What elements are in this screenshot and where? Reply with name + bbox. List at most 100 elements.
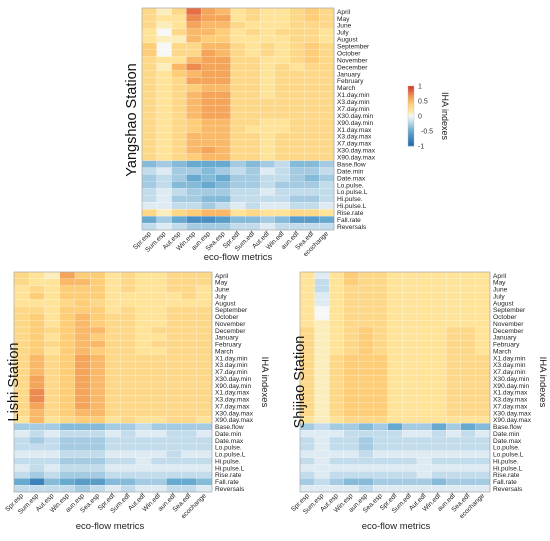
- heatmap-cell: [274, 56, 291, 64]
- heatmap-cell: [446, 299, 462, 307]
- heatmap-cell: [166, 402, 182, 410]
- heatmap-cell: [13, 450, 30, 458]
- heatmap-cell: [171, 181, 187, 189]
- heatmap-cell: [387, 478, 403, 486]
- heatmap-cell: [274, 125, 291, 134]
- heatmap-cell: [274, 146, 291, 155]
- heatmap-cell: [475, 285, 491, 293]
- heatmap-cell: [402, 485, 418, 493]
- heatmap-cell: [446, 278, 462, 287]
- heatmap-cell: [416, 285, 432, 293]
- row-label: September: [493, 307, 526, 314]
- heatmap-cell: [431, 388, 447, 397]
- heatmap-cell: [475, 381, 491, 390]
- heatmap-cell: [402, 436, 418, 445]
- heatmap-cell: [387, 347, 403, 355]
- colorbar-segment: [408, 128, 414, 130]
- colorbar-segment: [408, 117, 414, 120]
- heatmap-cell: [416, 436, 432, 445]
- row-label: Lo.pulse.: [337, 182, 364, 189]
- heatmap-cell: [387, 416, 403, 424]
- heatmap-cell: [245, 181, 261, 189]
- heatmap-cell: [245, 21, 261, 30]
- heatmap-cell: [460, 464, 476, 472]
- heatmap-cell: [215, 188, 231, 196]
- heatmap-cell: [402, 333, 418, 342]
- heatmap-cell: [135, 306, 152, 314]
- heatmap-cell: [299, 299, 315, 307]
- heatmap-cell: [230, 216, 246, 224]
- heatmap-cell: [166, 313, 182, 321]
- heatmap-cell: [460, 381, 476, 390]
- heatmap-cell: [230, 181, 246, 189]
- heatmap-cell: [304, 98, 320, 106]
- heatmap-cell: [156, 181, 172, 189]
- heatmap-cell: [289, 222, 305, 231]
- heatmap-cell: [181, 299, 198, 307]
- heatmap-cell: [416, 347, 432, 355]
- heatmap-cell: [181, 416, 198, 424]
- heatmap-cell: [358, 306, 374, 314]
- heatmap-cell: [215, 49, 231, 57]
- heatmap-cell: [171, 216, 187, 224]
- heatmap-cell: [150, 285, 167, 293]
- heatmap-cell: [141, 42, 158, 50]
- heatmap-cell: [59, 430, 76, 438]
- heatmap-cell: [166, 306, 182, 314]
- heatmap-cell: [260, 195, 276, 203]
- heatmap-cell: [171, 70, 187, 78]
- heatmap-cell: [59, 464, 76, 472]
- heatmap-cell: [416, 375, 432, 383]
- heatmap-cell: [156, 139, 172, 148]
- heatmap-cell: [181, 285, 198, 293]
- heatmap-cell: [431, 381, 447, 390]
- heatmap-cell: [171, 105, 187, 113]
- colorbar-tick-label: -1: [418, 144, 424, 151]
- row-label: November: [337, 57, 368, 64]
- heatmap-cell: [29, 436, 45, 445]
- heatmap-cell: [196, 478, 213, 486]
- heatmap-cell: [90, 361, 106, 369]
- heatmap-cell: [141, 125, 158, 134]
- heatmap-cell: [245, 84, 261, 92]
- heatmap-cell: [150, 409, 167, 417]
- heatmap-cell: [289, 118, 305, 127]
- row-label: X7.day.min: [337, 106, 370, 113]
- heatmap-cell: [329, 375, 345, 383]
- row-label: X7.day.max: [493, 403, 528, 410]
- heatmap-cell: [44, 436, 61, 445]
- heatmap-cell: [150, 430, 167, 438]
- heatmap-cell: [166, 361, 182, 369]
- heatmap-cell: [186, 153, 202, 161]
- heatmap-cell: [141, 49, 158, 57]
- heatmap-cell: [304, 28, 320, 37]
- heatmap-cell: [186, 49, 202, 57]
- heatmap-cell: [260, 84, 276, 92]
- heatmap-cell: [181, 361, 198, 369]
- heatmap-cell: [343, 278, 359, 287]
- heatmap-cell: [166, 333, 182, 342]
- colorbar-tick-label: 0.5: [418, 99, 428, 106]
- heatmap-cell: [358, 354, 374, 362]
- heatmap-cell: [13, 443, 30, 452]
- heatmap-cell: [230, 21, 246, 30]
- heatmap-cell: [156, 160, 172, 168]
- heatmap-cell: [215, 167, 231, 175]
- heatmap-cell: [329, 292, 345, 300]
- heatmap-cell: [13, 271, 30, 280]
- heatmap-cell: [475, 450, 491, 458]
- row-label: February: [337, 78, 364, 85]
- heatmap-cell: [343, 285, 359, 293]
- heatmap-cell: [105, 375, 121, 383]
- heatmap-cell: [141, 84, 158, 92]
- heatmap-cell: [431, 278, 447, 287]
- heatmap-cell: [74, 313, 91, 321]
- row-label: Date.max: [493, 438, 522, 445]
- heatmap-cell: [200, 111, 217, 120]
- heatmap-cell: [120, 478, 137, 486]
- row-label: Hi.pulse.L: [215, 465, 245, 472]
- heatmap-cell: [135, 285, 152, 293]
- heatmap-cell: [372, 375, 389, 383]
- row-label: September: [215, 307, 248, 314]
- heatmap-cell: [156, 14, 172, 23]
